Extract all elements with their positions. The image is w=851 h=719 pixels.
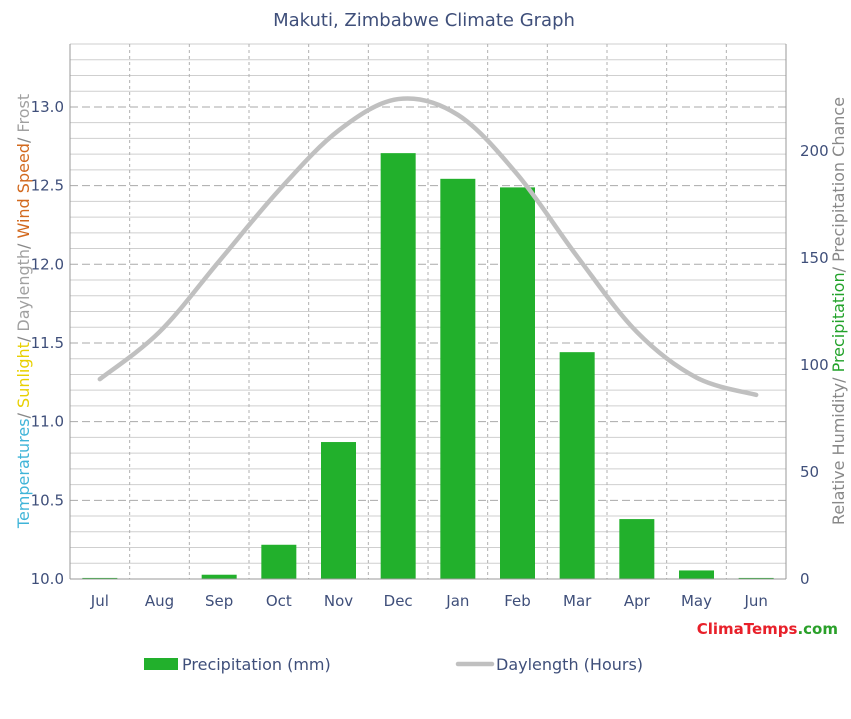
axis-label-part: /	[14, 238, 33, 248]
right-axis-ticks: 0 50 100 150 200	[800, 142, 829, 588]
axis-label-part: Relative Humidity	[829, 383, 848, 525]
precipitation-bar	[559, 352, 595, 579]
precipitation-bar	[738, 577, 774, 579]
legend-precipitation-swatch	[144, 658, 178, 670]
axis-label-part: /	[14, 133, 33, 143]
x-tick-label: Oct	[266, 592, 292, 610]
axis-label-part: Temperatures	[14, 418, 33, 529]
precipitation-bar	[619, 519, 655, 579]
axis-label-part: Daylength	[14, 249, 33, 332]
axis-label-part: Frost	[14, 94, 33, 133]
right-tick-label: 50	[800, 463, 819, 481]
left-tick-label: 11.5	[31, 334, 64, 352]
precipitation-bar	[201, 574, 237, 579]
precipitation-bar	[500, 187, 535, 579]
left-tick-label: 10.0	[31, 570, 64, 588]
brand-logo: ClimaTemps.com	[697, 620, 838, 638]
x-axis-ticks: Jul Aug Sep Oct Nov Dec Jan Feb Mar Apr May Jun	[90, 592, 768, 610]
x-tick-label: Dec	[384, 592, 413, 610]
axis-label-part: /	[14, 332, 33, 342]
x-tick-label: Sep	[205, 592, 233, 610]
precipitation-bar	[261, 544, 297, 579]
x-tick-label: Apr	[624, 592, 651, 610]
legend-precipitation-label: Precipitation (mm)	[182, 655, 331, 674]
left-axis-ticks: 10.0 10.5 11.0 11.5 12.0 12.5 13.0	[31, 98, 64, 588]
left-axis-label: Temperatures/ Sunlight/ Daylength/ Wind …	[14, 94, 33, 529]
brand-part: Temps	[744, 620, 798, 638]
right-tick-label: 150	[800, 249, 829, 267]
chart-title: Makuti, Zimbabwe Climate Graph	[273, 10, 575, 31]
brand-part: Clima	[697, 620, 744, 638]
daylength-line-path	[97, 96, 759, 398]
x-tick-label: Nov	[324, 592, 353, 610]
axes	[69, 44, 787, 580]
precipitation-bar	[82, 577, 118, 579]
axis-label-part: /	[14, 412, 33, 418]
axis-label-part: Sunlight	[14, 342, 33, 413]
left-tick-label: 10.5	[31, 491, 64, 509]
axis-label-part: Precipitation	[829, 272, 848, 372]
precipitation-bar	[321, 442, 356, 579]
x-tick-label: Feb	[504, 592, 531, 610]
x-tick-label: Jun	[743, 592, 767, 610]
axis-label-part: / Precipitation Chance	[829, 97, 848, 272]
x-tick-label: Aug	[145, 592, 174, 610]
right-tick-label: 0	[800, 570, 810, 588]
precipitation-bar	[380, 153, 416, 579]
x-tick-label: Mar	[563, 592, 592, 610]
grid	[70, 43, 786, 580]
left-tick-label: 12.0	[31, 255, 64, 273]
x-tick-label: Jul	[90, 592, 109, 610]
daylength-line	[97, 96, 759, 398]
left-tick-label: 13.0	[31, 98, 64, 116]
right-tick-label: 100	[800, 356, 829, 374]
axis-label-part: Wind Speed	[14, 143, 33, 238]
axis-label-part: /	[829, 372, 848, 382]
legend-daylength-label: Daylength (Hours)	[496, 655, 643, 674]
precipitation-bar	[440, 178, 476, 579]
right-axis-label: Relative Humidity/ Precipitation/ Precip…	[829, 97, 848, 525]
right-tick-label: 200	[800, 142, 829, 160]
precipitation-bar	[679, 570, 714, 579]
brand-part: .com	[797, 620, 838, 638]
legend: Precipitation (mm) Daylength (Hours)	[144, 655, 643, 674]
x-tick-label: Jan	[445, 592, 469, 610]
left-tick-label: 12.5	[31, 177, 64, 195]
precipitation-bars	[82, 153, 774, 579]
x-tick-label: May	[681, 592, 712, 610]
left-tick-label: 11.0	[31, 413, 64, 431]
